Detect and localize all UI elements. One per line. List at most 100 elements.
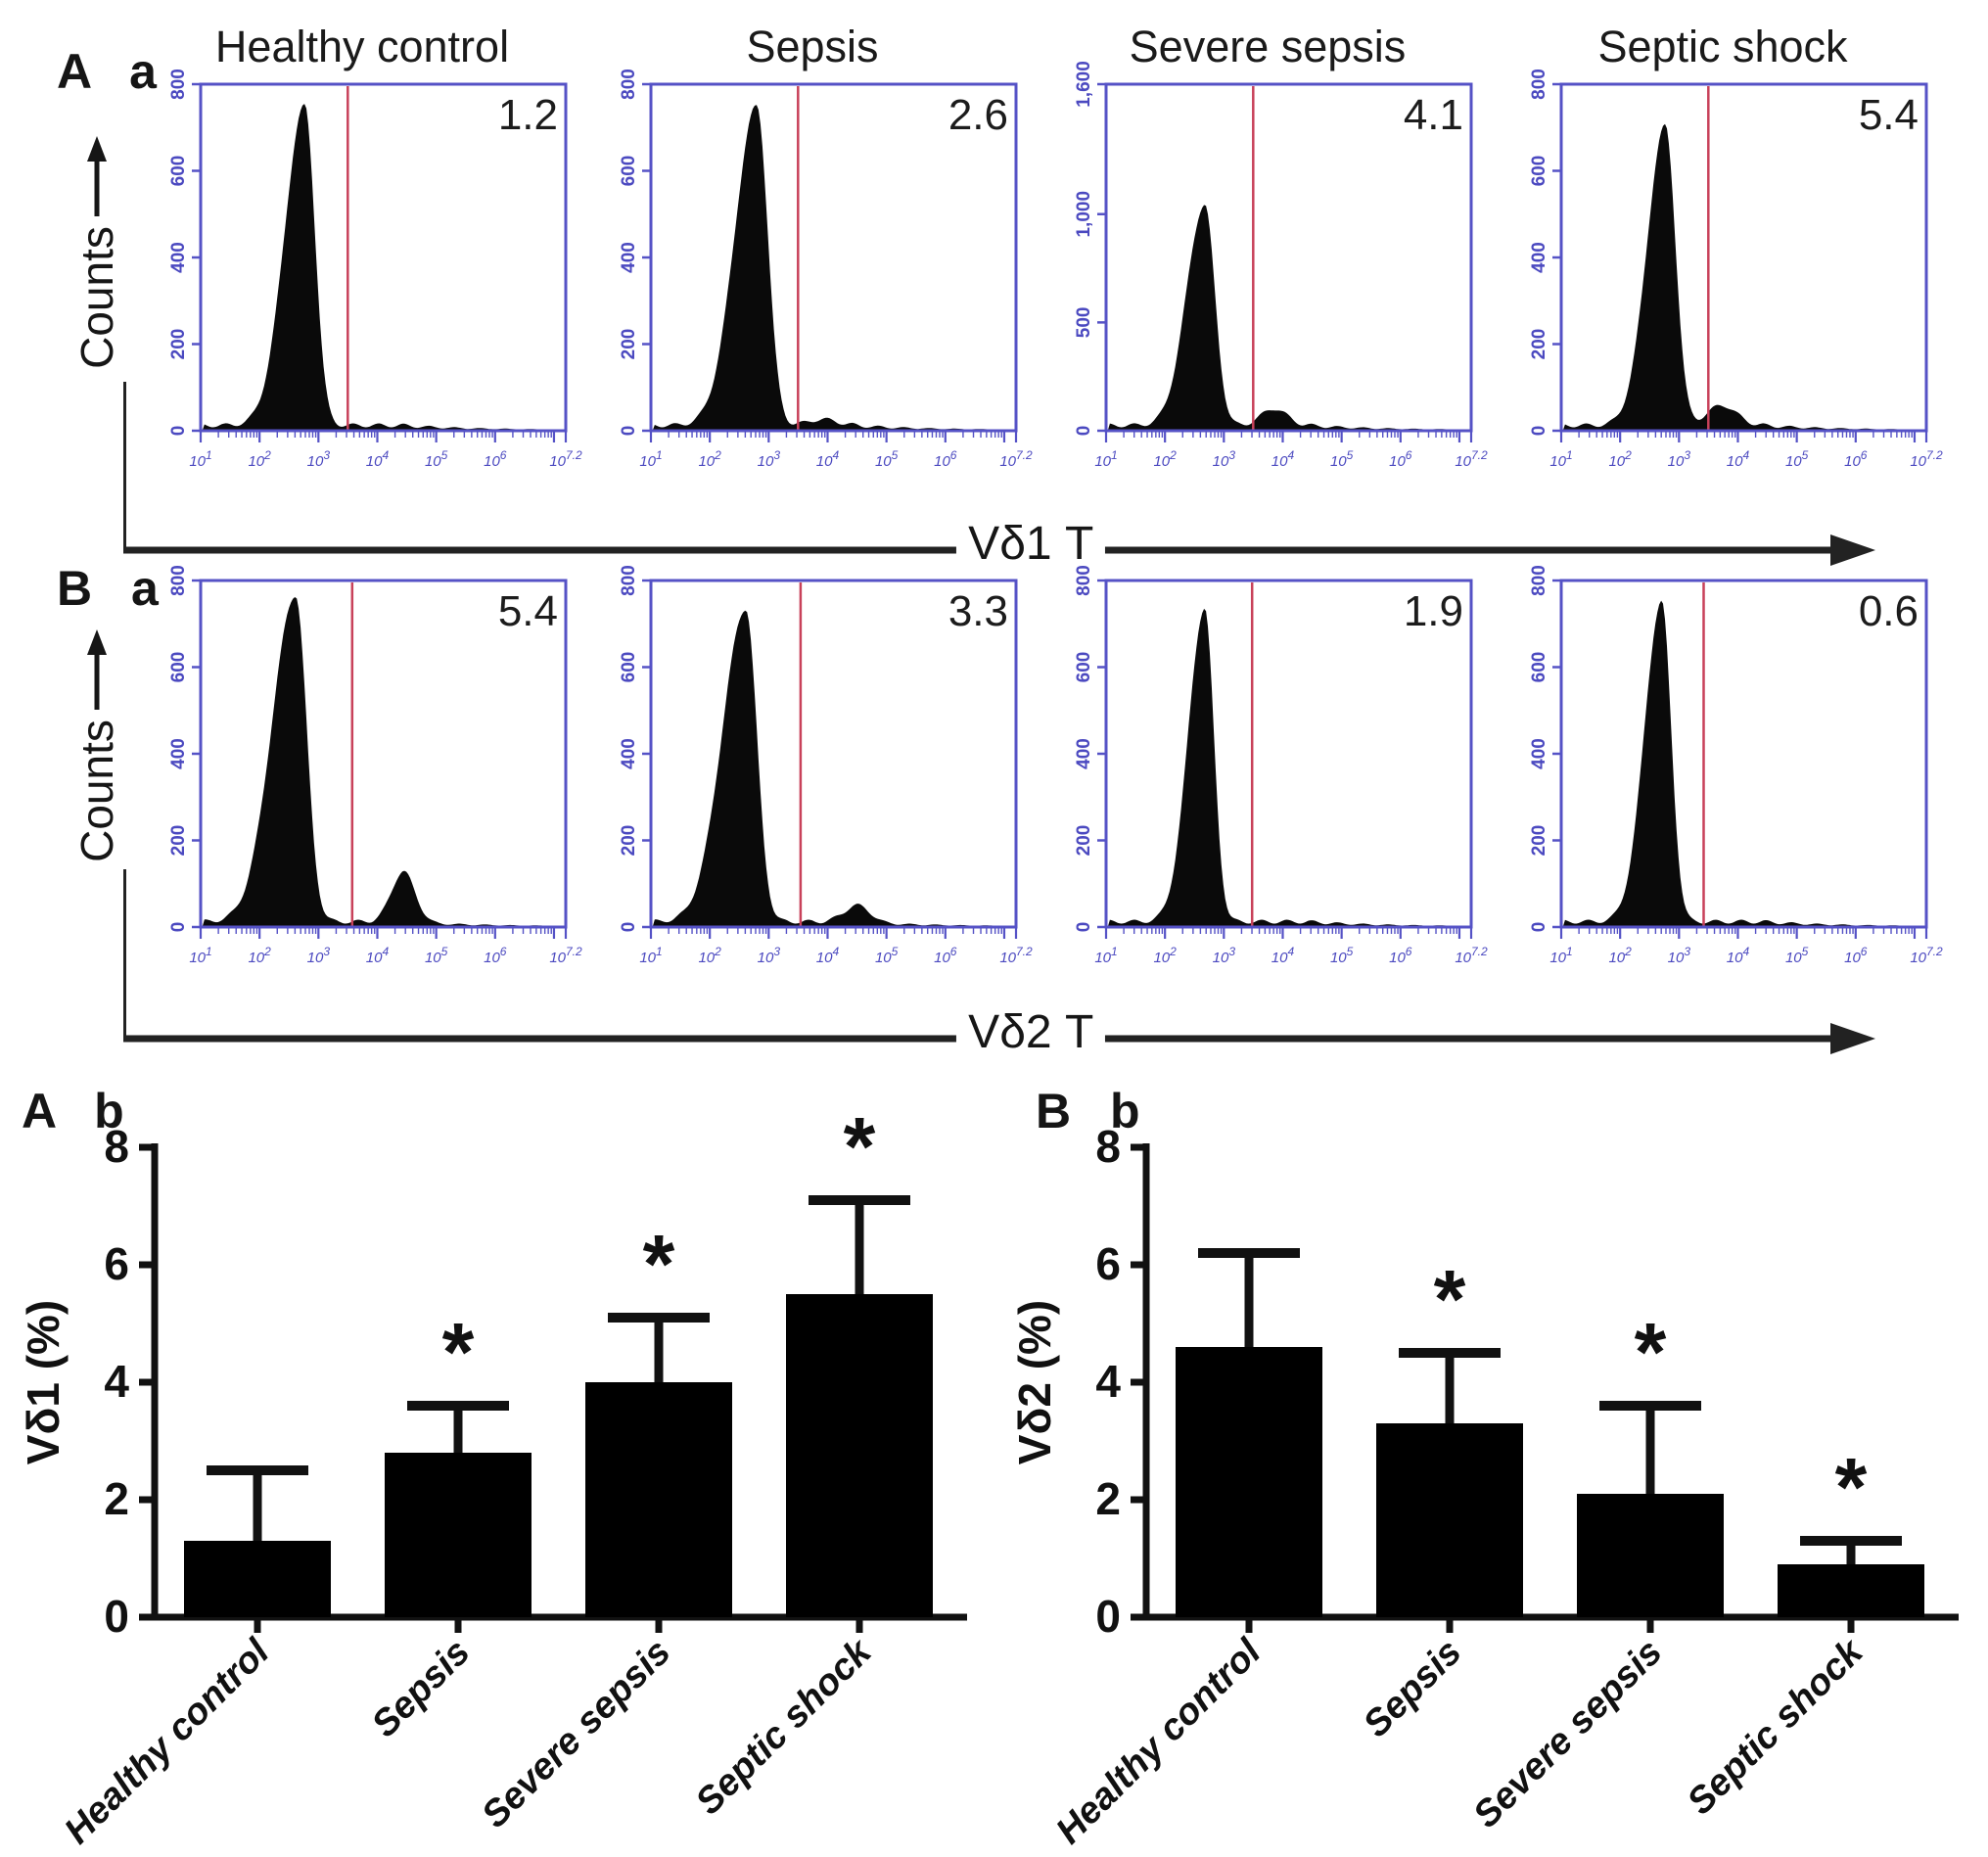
x-tick-label: 106 (484, 448, 507, 470)
bar (385, 1453, 532, 1617)
x-tick-label: 101 (1094, 448, 1117, 470)
x-tick-base: 10 (1330, 950, 1347, 966)
x-tick-base: 10 (1844, 950, 1861, 966)
x-tick-base: 10 (816, 950, 833, 966)
x-tick-base: 10 (698, 453, 715, 470)
x-tick-base: 10 (1785, 950, 1802, 966)
y-tick-label: 800 (1529, 69, 1549, 100)
x-tick-label: 107.2 (1455, 945, 1488, 966)
x-tick-exponent: 6 (1861, 448, 1868, 462)
x-tick-label: 104 (1271, 448, 1295, 470)
x-tick-exponent: 1 (1566, 448, 1573, 462)
x-tick-label: 106 (484, 945, 507, 966)
vd1-axis-title: Vδ1 T (956, 517, 1106, 571)
x-tick-label: 106 (1389, 945, 1412, 966)
x-tick-exponent: 1 (1111, 448, 1118, 462)
y-tick-label: 0 (104, 1591, 129, 1642)
x-tick-exponent: 3 (773, 945, 780, 958)
y-tick-label: 600 (1529, 156, 1549, 187)
x-tick-base: 10 (934, 950, 950, 966)
x-tick-exponent: 7.2 (566, 448, 582, 462)
x-tick-label: 102 (1608, 945, 1632, 966)
x-tick-base: 10 (1608, 453, 1625, 470)
y-tick-label: 8 (104, 1121, 129, 1172)
x-tick-exponent: 6 (1406, 945, 1412, 958)
y-tick-label: 800 (1074, 565, 1094, 596)
x-tick-exponent: 2 (263, 945, 271, 958)
y-tick-label: 600 (1074, 652, 1094, 683)
y-tick-label: 8 (1095, 1121, 1121, 1172)
x-tick-base: 10 (1094, 453, 1111, 470)
x-tick-exponent: 6 (500, 448, 507, 462)
gate-percentage-value: 3.3 (948, 587, 1008, 635)
flow-panel-title: Septic shock (1597, 22, 1848, 71)
category-label: Healthy control (1048, 1631, 1270, 1852)
bar (184, 1541, 331, 1617)
x-tick-label: 105 (1785, 945, 1809, 966)
x-tick-label: 107.2 (999, 448, 1033, 470)
x-tick-label: 107.2 (1910, 945, 1943, 966)
x-tick-label: 107.2 (999, 945, 1033, 966)
y-tick-label: 800 (1529, 565, 1549, 596)
bar (1376, 1423, 1523, 1617)
x-tick-base: 10 (1094, 950, 1111, 966)
y-tick-label: 2 (104, 1473, 129, 1524)
y-tick-label: 0 (1095, 1591, 1121, 1642)
x-tick-label: 104 (816, 945, 840, 966)
category-label: Septic shock (688, 1630, 881, 1823)
x-tick-exponent: 6 (500, 945, 507, 958)
y-tick-label: 200 (1529, 825, 1549, 857)
gate-percentage-value: 2.6 (948, 91, 1008, 139)
x-tick-base: 10 (1213, 453, 1229, 470)
x-tick-label: 103 (1213, 448, 1236, 470)
x-tick-label: 105 (875, 448, 899, 470)
x-tick-base: 10 (189, 453, 206, 470)
x-tick-base: 10 (1668, 950, 1685, 966)
x-tick-exponent: 1 (656, 448, 663, 462)
flow-panel: 0 200 400 600 800 101 102 103 104 105 106 107.2 3.3 (597, 565, 1033, 974)
x-tick-base: 10 (366, 950, 383, 966)
y-tick-label: 800 (168, 69, 189, 100)
x-tick-exponent: 6 (950, 448, 957, 462)
x-tick-label: 107.2 (549, 945, 582, 966)
x-tick-exponent: 3 (323, 448, 330, 462)
x-tick-exponent: 4 (1287, 945, 1294, 958)
x-tick-label: 106 (934, 945, 957, 966)
significance-asterisk: * (643, 1218, 675, 1310)
x-tick-base: 10 (1271, 950, 1288, 966)
x-tick-exponent: 5 (892, 945, 899, 958)
flow-panel: 0 200 400 600 800 101 102 103 104 105 106 107.2 1.9 (1052, 565, 1488, 974)
x-axis-arrow-vd2: Vδ2 T (123, 1005, 1875, 1061)
x-tick-base: 10 (1549, 453, 1566, 470)
y-tick-label: 4 (1095, 1356, 1121, 1407)
category-label: Severe sepsis (1465, 1632, 1670, 1836)
x-tick-base: 10 (425, 453, 441, 470)
histogram-distribution (1106, 205, 1471, 430)
x-tick-label: 105 (1330, 448, 1354, 470)
x-tick-base: 10 (1213, 950, 1229, 966)
x-tick-exponent: 4 (832, 448, 839, 462)
y-tick-label: 600 (168, 652, 189, 683)
x-tick-base: 10 (248, 950, 264, 966)
x-tick-exponent: 2 (1624, 448, 1632, 462)
x-tick-label: 105 (875, 945, 899, 966)
histogram-distribution (651, 105, 1016, 430)
x-tick-label: 102 (1608, 448, 1632, 470)
x-tick-base: 10 (248, 453, 264, 470)
gate-percentage-value: 5.4 (498, 587, 558, 635)
y-tick-label: 0 (1529, 922, 1549, 933)
x-tick-exponent: 2 (714, 448, 721, 462)
section-label-Ba: B a (57, 561, 159, 616)
x-tick-exponent: 2 (714, 945, 721, 958)
x-tick-exponent: 6 (950, 945, 957, 958)
x-tick-exponent: 2 (263, 448, 271, 462)
x-tick-exponent: 7.2 (566, 945, 582, 958)
y-tick-label: 400 (619, 738, 639, 769)
y-tick-label: 6 (1095, 1238, 1121, 1289)
x-tick-base: 10 (549, 453, 566, 470)
x-tick-exponent: 4 (382, 945, 389, 958)
